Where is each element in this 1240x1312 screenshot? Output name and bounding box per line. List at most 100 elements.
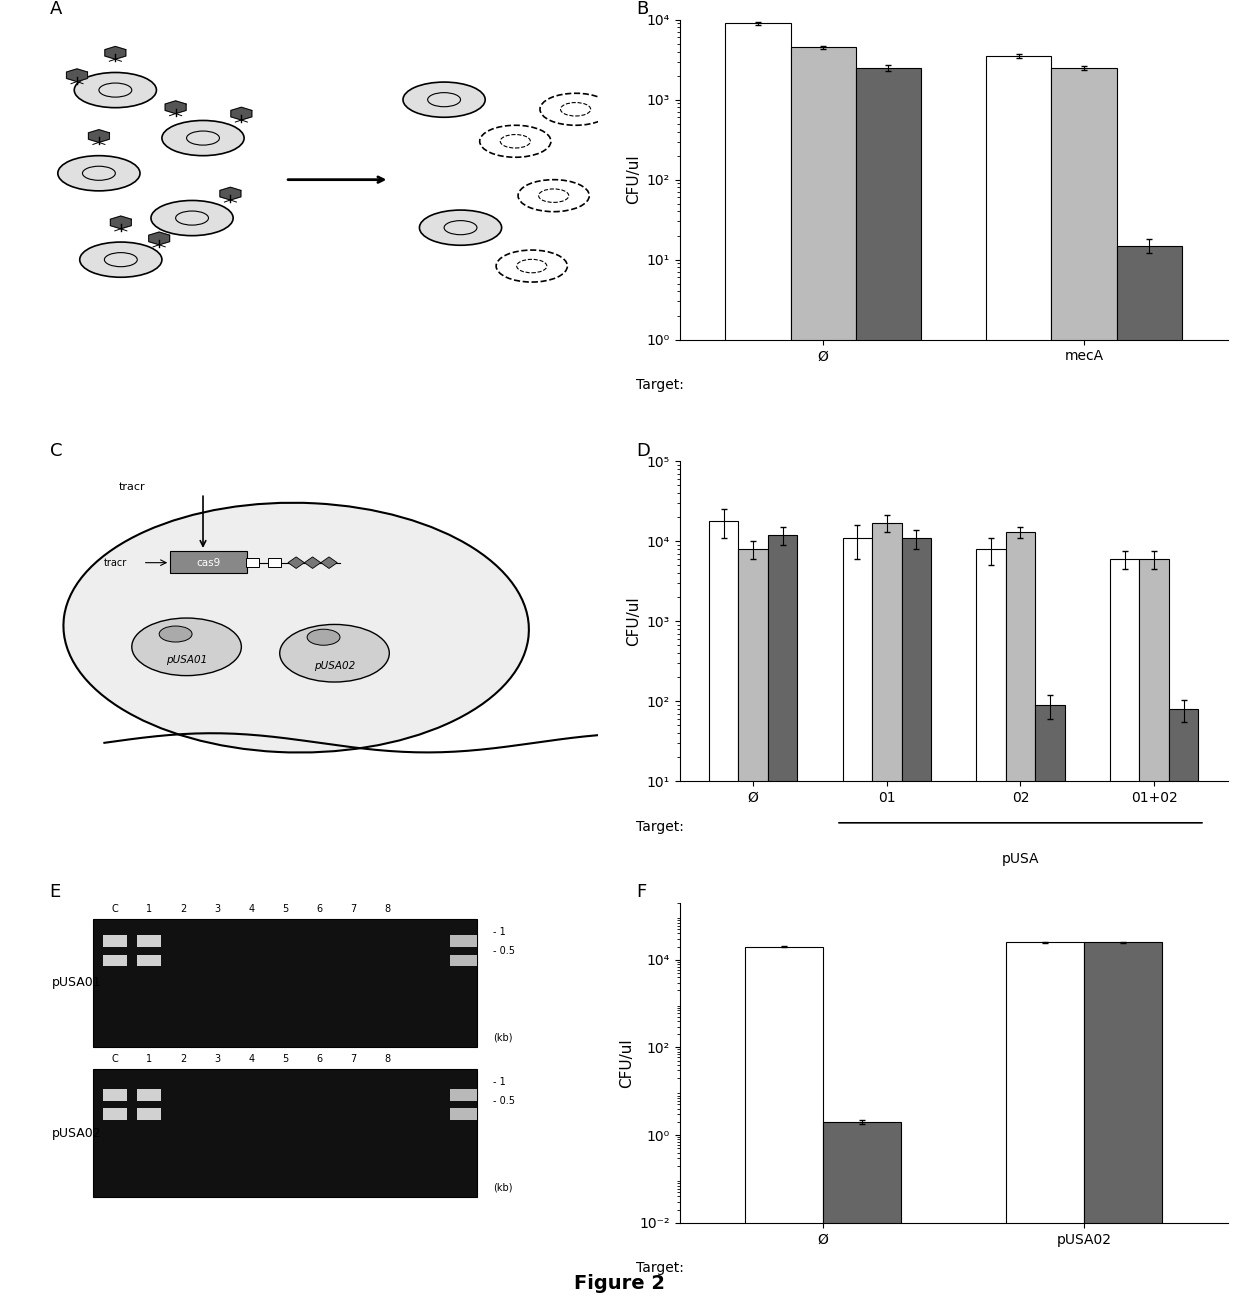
- Ellipse shape: [58, 156, 140, 190]
- Y-axis label: CFU/ul: CFU/ul: [626, 155, 641, 205]
- Text: F: F: [636, 883, 646, 901]
- Text: pUSA02: pUSA02: [314, 661, 355, 672]
- Text: pUSA: pUSA: [1002, 851, 1039, 866]
- Text: - 0.5: - 0.5: [494, 946, 516, 956]
- Text: C: C: [50, 442, 62, 459]
- Bar: [103, 1089, 128, 1101]
- Ellipse shape: [280, 625, 389, 682]
- Bar: [1169, 708, 1198, 1312]
- Polygon shape: [288, 556, 304, 568]
- Bar: [709, 521, 739, 1312]
- Bar: [872, 522, 901, 1312]
- Bar: [93, 1069, 477, 1197]
- Bar: [103, 955, 128, 966]
- Text: 7: 7: [350, 1055, 356, 1064]
- Text: 8: 8: [384, 1055, 391, 1064]
- Bar: [725, 24, 791, 1312]
- Text: Target:: Target:: [636, 378, 683, 392]
- Ellipse shape: [162, 121, 244, 156]
- Text: 8: 8: [384, 904, 391, 914]
- Polygon shape: [105, 46, 125, 59]
- Text: (kb): (kb): [494, 1033, 513, 1042]
- Polygon shape: [165, 101, 186, 114]
- Bar: [138, 955, 161, 966]
- Text: 6: 6: [316, 904, 322, 914]
- Bar: [450, 1089, 477, 1101]
- Ellipse shape: [79, 241, 162, 277]
- Bar: [843, 538, 872, 1312]
- Ellipse shape: [403, 83, 485, 117]
- Bar: [901, 538, 931, 1312]
- Text: cas9: cas9: [196, 558, 221, 568]
- Text: C: C: [112, 1055, 119, 1064]
- Bar: [138, 1089, 161, 1101]
- Text: 7: 7: [350, 904, 356, 914]
- Polygon shape: [110, 216, 131, 228]
- Bar: [93, 918, 477, 1047]
- Bar: [856, 68, 921, 1312]
- Text: pUSA02: pUSA02: [52, 1127, 102, 1140]
- Ellipse shape: [419, 210, 502, 245]
- Bar: [1035, 705, 1065, 1312]
- Ellipse shape: [74, 72, 156, 108]
- Text: 6: 6: [316, 1055, 322, 1064]
- Bar: [745, 947, 823, 1312]
- Bar: [1006, 533, 1035, 1312]
- Text: - 1: - 1: [494, 1077, 506, 1088]
- Text: C: C: [112, 904, 119, 914]
- Text: E: E: [50, 883, 61, 901]
- Text: A: A: [50, 0, 62, 18]
- Ellipse shape: [151, 201, 233, 236]
- Bar: [138, 1109, 161, 1119]
- Text: D: D: [636, 442, 650, 459]
- Text: 4: 4: [248, 904, 254, 914]
- Bar: [976, 548, 1006, 1312]
- Bar: [1117, 245, 1182, 1312]
- Text: tracr: tracr: [119, 482, 145, 492]
- Y-axis label: CFU/ul: CFU/ul: [619, 1038, 634, 1088]
- Ellipse shape: [308, 630, 340, 646]
- Bar: [1140, 559, 1169, 1312]
- Text: pUSA01: pUSA01: [166, 655, 207, 665]
- Text: 2: 2: [180, 1055, 186, 1064]
- Bar: [103, 935, 128, 947]
- Bar: [268, 558, 280, 568]
- Bar: [246, 558, 259, 568]
- Text: 3: 3: [215, 1055, 221, 1064]
- Polygon shape: [321, 556, 337, 568]
- Bar: [138, 935, 161, 947]
- Text: Figure 2: Figure 2: [574, 1274, 666, 1292]
- Text: B: B: [636, 0, 649, 18]
- Bar: [768, 535, 797, 1312]
- Text: - 1: - 1: [494, 926, 506, 937]
- Ellipse shape: [131, 618, 242, 676]
- Polygon shape: [88, 130, 109, 143]
- Ellipse shape: [63, 502, 529, 753]
- Bar: [1052, 68, 1117, 1312]
- Bar: [1084, 942, 1162, 1312]
- Text: (kb): (kb): [494, 1182, 513, 1193]
- Bar: [791, 47, 856, 1312]
- Text: 2: 2: [180, 904, 186, 914]
- Text: 5: 5: [281, 904, 289, 914]
- Y-axis label: CFU/ul: CFU/ul: [626, 597, 641, 646]
- Polygon shape: [219, 188, 241, 199]
- Text: Target:: Target:: [636, 1261, 683, 1275]
- Bar: [103, 1109, 128, 1119]
- Bar: [450, 1109, 477, 1119]
- Polygon shape: [149, 232, 170, 245]
- Text: 5: 5: [281, 1055, 289, 1064]
- Text: tracr: tracr: [104, 558, 126, 568]
- Bar: [986, 56, 1052, 1312]
- Text: 4: 4: [248, 1055, 254, 1064]
- Ellipse shape: [159, 626, 192, 642]
- Text: Target:: Target:: [636, 820, 683, 833]
- Polygon shape: [304, 556, 321, 568]
- Bar: [450, 935, 477, 947]
- Text: 1: 1: [146, 1055, 153, 1064]
- Polygon shape: [231, 108, 252, 119]
- Bar: [823, 1122, 901, 1312]
- Text: 3: 3: [215, 904, 221, 914]
- Bar: [739, 548, 768, 1312]
- Bar: [170, 551, 247, 573]
